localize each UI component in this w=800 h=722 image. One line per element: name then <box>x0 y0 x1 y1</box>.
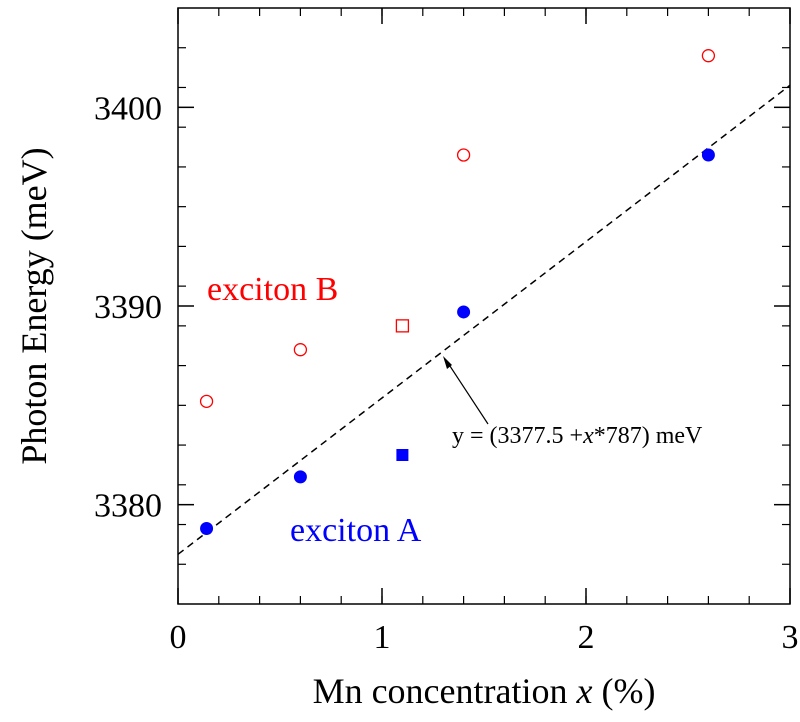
data-point <box>701 148 715 162</box>
data-point <box>701 49 716 63</box>
data-point <box>293 470 307 484</box>
tick-labels: 0 1 2 3 3380 3390 3400 <box>94 90 799 656</box>
x-axis-title-suffix: (%) <box>592 671 655 711</box>
data-point <box>456 148 471 162</box>
x-axis-title-var: x <box>575 671 592 711</box>
y-tick-label: 3390 <box>94 289 162 326</box>
data-point <box>199 394 214 409</box>
major-ticks <box>177 8 791 604</box>
data-point <box>457 305 471 319</box>
series-exciton-b <box>199 49 716 409</box>
series-label-exciton-b: exciton B <box>207 271 338 308</box>
x-tick-label: 2 <box>578 619 595 656</box>
data-point <box>200 522 214 536</box>
series-label-exciton-a: exciton A <box>290 512 422 549</box>
fit-annotation-prefix: y = (3377.5 + <box>452 423 583 449</box>
fit-line-annotation: y = (3377.5 +x*787) meV <box>452 423 703 449</box>
series-exciton-a <box>200 148 715 536</box>
y-axis-title: Photon Energy (meV) <box>14 147 54 464</box>
fit-annotation-var: x <box>582 423 594 449</box>
fit-line <box>177 84 791 555</box>
x-tick-label: 1 <box>374 619 391 656</box>
x-axis-title: Mn concentration x (%) <box>313 671 656 711</box>
data-point <box>395 319 410 333</box>
y-tick-label: 3400 <box>94 90 162 127</box>
fit-annotation-arrow <box>443 356 489 425</box>
fit-annotation-suffix: *787) meV <box>594 423 703 449</box>
x-tick-label: 0 <box>170 619 187 656</box>
y-tick-label: 3380 <box>94 488 162 525</box>
x-tick-label: 3 <box>782 619 799 656</box>
data-point <box>293 343 308 357</box>
data-point <box>396 449 409 461</box>
x-axis-title-prefix: Mn concentration <box>313 671 577 711</box>
